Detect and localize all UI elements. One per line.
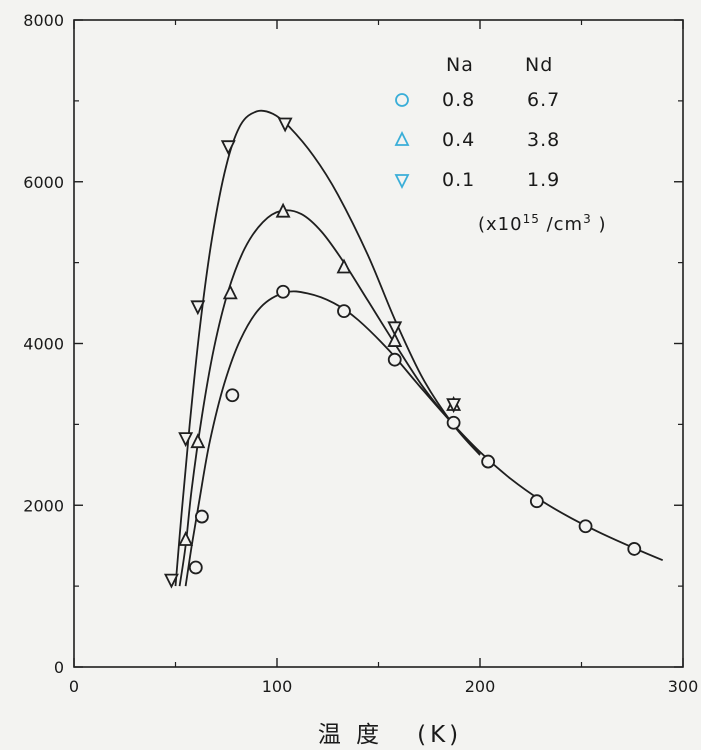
fit-curve-circle <box>184 290 664 587</box>
data-point-circle <box>337 304 351 319</box>
legend: Na Nd 0.8 6.7 0.4 3.8 0.1 1.9 (x1015 /cm3 ) <box>394 54 606 235</box>
legend-nd-value: 6.7 <box>527 89 560 111</box>
data-point-circle <box>578 519 593 534</box>
data-point-triangle-up <box>222 284 238 300</box>
data-point-triangle-down <box>277 117 293 133</box>
data-point-circle <box>529 494 544 509</box>
data-point-circle <box>225 388 240 403</box>
legend-na-value: 0.4 <box>442 129 475 151</box>
data-point-triangle-down <box>190 300 206 316</box>
legend-marker-triangle-down <box>394 174 410 190</box>
legend-unit-part: 15 <box>523 212 540 226</box>
data-point-circle <box>188 560 203 575</box>
fit-curves <box>174 109 664 587</box>
x-axis-label: 温 度 (K) <box>318 722 462 748</box>
data-point-circle <box>481 454 496 469</box>
data-point-circle <box>276 284 290 299</box>
legend-unit-part: /cm <box>540 214 583 235</box>
data-point-triangle-up <box>336 258 352 274</box>
data-points <box>163 117 642 589</box>
y-tick-label: 8000 <box>23 11 64 30</box>
legend-header-na: Na <box>446 54 474 76</box>
legend-nd-value: 3.8 <box>527 129 560 151</box>
data-point-triangle-down <box>446 398 462 414</box>
data-point-circle <box>194 509 209 524</box>
data-point-triangle-down <box>178 432 194 448</box>
y-tick-label: 2000 <box>23 496 64 515</box>
axes: 0 100 200 300 0 2000 4000 6000 8000 <box>23 11 698 696</box>
fit-curve-triangle-down <box>174 109 481 587</box>
y-tick-label: 4000 <box>23 335 64 354</box>
data-point-triangle-up <box>275 202 291 218</box>
legend-marker-triangle-up <box>394 130 410 146</box>
data-point-triangle-up <box>190 433 206 449</box>
x-tick-label: 0 <box>69 677 79 696</box>
legend-unit-part: (x10 <box>478 214 523 235</box>
legend-nd-value: 1.9 <box>527 169 560 191</box>
legend-header-nd: Nd <box>525 54 553 76</box>
legend-na-value: 0.1 <box>442 169 475 191</box>
data-point-triangle-down <box>163 573 179 589</box>
legend-unit-note: (x1015 /cm3 ) <box>478 212 606 235</box>
data-point-triangle-up <box>178 531 194 546</box>
data-point-triangle-down <box>220 140 236 156</box>
x-tick-label: 300 <box>668 677 699 696</box>
data-point-circle <box>627 542 642 556</box>
legend-na-value: 0.8 <box>442 89 475 111</box>
y-tick-label: 6000 <box>23 173 64 192</box>
data-point-circle <box>387 352 402 367</box>
legend-unit-part: ) <box>592 214 607 235</box>
y-tick-label: 0 <box>54 658 64 677</box>
data-point-triangle-up <box>387 332 403 347</box>
data-point-triangle-down <box>387 321 403 337</box>
legend-marker-circle <box>395 93 409 107</box>
x-tick-label: 100 <box>262 677 293 696</box>
x-tick-label: 200 <box>465 677 496 696</box>
data-point-circle <box>446 415 461 430</box>
legend-unit-part: 3 <box>583 212 592 226</box>
plot-frame <box>73 19 684 668</box>
